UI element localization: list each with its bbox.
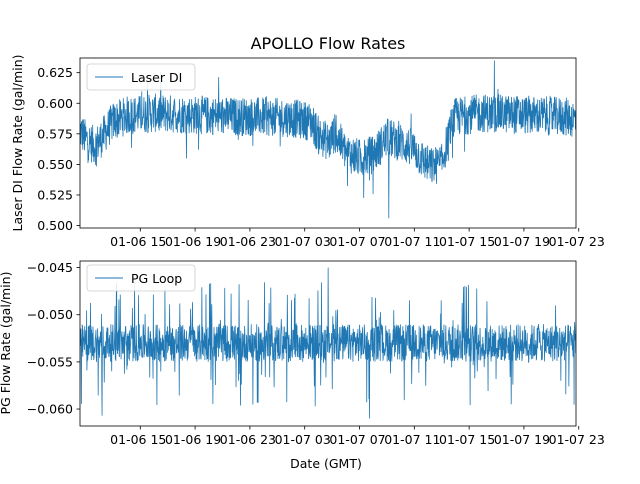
- laser-di-x-tick-label: 01-07 11: [384, 234, 440, 249]
- laser-di-x-tick-label: 01-07 03: [275, 234, 331, 249]
- laser-di-legend-label: Laser DI: [131, 70, 182, 85]
- pg-loop-plot-area: [80, 267, 576, 419]
- pg-loop-y-tick-label: −0.045: [27, 260, 73, 275]
- laser-di-x-tick-label: 01-07 19: [494, 234, 550, 249]
- pg-loop-legend-label: PG Loop: [131, 271, 182, 286]
- pg-loop-legend: PG Loop: [86, 264, 196, 292]
- laser-di-legend-box: [86, 63, 196, 91]
- chart-title: APOLLO Flow Rates: [251, 34, 406, 53]
- laser-di-x-tick-label: 01-06 15: [110, 234, 166, 249]
- laser-di-x-tick-label: 01-06 23: [220, 234, 276, 249]
- laser-di-legend: Laser DI: [86, 63, 196, 91]
- laser-di-y-tick-label: 0.600: [37, 96, 73, 111]
- pg-loop-x-tick-label: 01-07 03: [275, 432, 331, 447]
- laser-di-y-tick-label: 0.550: [37, 157, 73, 172]
- pg-loop-series-line: [80, 267, 576, 419]
- laser-di-x-tick-label: 01-07 23: [549, 234, 605, 249]
- pg-loop-x-tick-label: 01-06 15: [110, 432, 166, 447]
- pg-loop-x-tick-label: 01-07 19: [494, 432, 550, 447]
- laser-di-y-tick-label: 0.575: [37, 126, 73, 141]
- laser-di-y-tick-label: 0.525: [37, 187, 73, 202]
- pg-loop-x-tick-label: 01-07 11: [384, 432, 440, 447]
- pg-loop-y-tick-label: −0.060: [27, 402, 73, 417]
- laser-di-x-tick-label: 01-06 19: [165, 234, 221, 249]
- pg-loop-y-tick-label: −0.055: [27, 354, 73, 369]
- pg-loop-x-tick-label: 01-06 23: [220, 432, 276, 447]
- pg-loop-x-tick-label: 01-07 07: [329, 432, 385, 447]
- laser-di-axes-frame: [79, 57, 577, 229]
- pg-loop-y-tick-label: −0.050: [27, 307, 73, 322]
- laser-di-ylabel: Laser DI Flow Rate (gal/min): [10, 55, 25, 232]
- pg-loop-legend-box: [86, 264, 196, 292]
- pg-loop-axes-frame: [79, 260, 577, 427]
- laser-di-y-tick-label: 0.500: [37, 218, 73, 233]
- pg-loop-x-tick-label: 01-07 15: [439, 432, 495, 447]
- laser-di-plot-area: [80, 60, 576, 219]
- laser-di-x-tick-label: 01-07 15: [439, 234, 495, 249]
- laser-di-x-tick-label: 01-07 07: [329, 234, 385, 249]
- pg-loop-ylabel: PG Flow Rate (gal/min): [0, 272, 13, 415]
- pg-loop-x-tick-label: 01-07 23: [549, 432, 605, 447]
- laser-di-series-line: [80, 60, 576, 219]
- pg-loop-x-tick-label: 01-06 19: [165, 432, 221, 447]
- laser-di-y-tick-label: 0.625: [37, 65, 73, 80]
- x-axis-label: Date (GMT): [290, 456, 362, 471]
